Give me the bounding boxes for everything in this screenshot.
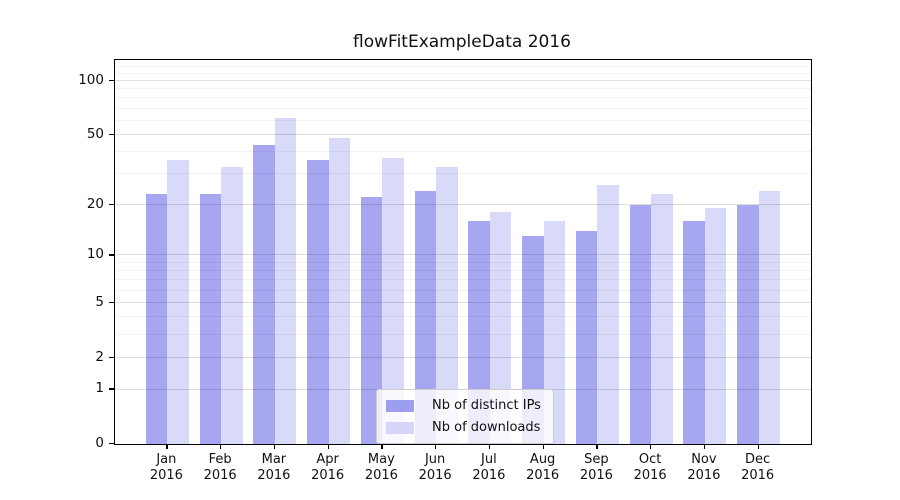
bars-layer [115, 60, 811, 444]
bar-nb-of-downloads-apr [328, 137, 351, 444]
x-tick-label-nov: Nov 2016 [687, 452, 721, 483]
x-tick-label-apr: Apr 2016 [311, 452, 345, 483]
legend-label-distinct-ips: Nb of distinct IPs [432, 398, 541, 413]
x-tick-label-dec: Dec 2016 [741, 452, 775, 483]
x-tick-label-feb: Feb 2016 [203, 452, 237, 483]
x-tick-label-jun: Jun 2016 [418, 452, 452, 483]
legend: Nb of distinct IPs Nb of downloads [376, 389, 554, 444]
bar-nb-of-downloads-feb [221, 166, 243, 444]
y-tick-label-50: 50 [86, 125, 104, 142]
x-tick-label-oct: Oct 2016 [633, 452, 667, 483]
x-tick-label-jan: Jan 2016 [149, 452, 183, 483]
y-tick-label-2: 2 [95, 348, 104, 365]
y-tick-label-1: 1 [95, 380, 104, 397]
bar-nb-of-distinct-ips-mar [253, 144, 275, 444]
chart-title: flowFitExampleData 2016 [353, 32, 571, 52]
y-tick-label-5: 5 [95, 294, 104, 311]
bar-nb-of-distinct-ips-feb [199, 194, 222, 444]
legend-item-distinct-ips: Nb of distinct IPs [386, 398, 541, 413]
bar-nb-of-distinct-ips-jun [414, 190, 437, 444]
bar-nb-of-downloads-aug [543, 221, 566, 444]
bar-nb-of-downloads-dec [758, 190, 781, 444]
y-tick-label-10: 10 [86, 246, 104, 263]
y-tick-label-20: 20 [86, 195, 104, 212]
legend-swatch-downloads [386, 421, 414, 434]
bar-nb-of-downloads-mar [274, 118, 297, 444]
bar-nb-of-distinct-ips-apr [307, 160, 329, 444]
x-tick-label-aug: Aug 2016 [526, 452, 560, 483]
bar-nb-of-downloads-oct [651, 194, 673, 444]
bar-nb-of-downloads-jun [436, 166, 458, 444]
bar-nb-of-distinct-ips-jan [145, 194, 168, 444]
bar-nb-of-distinct-ips-oct [629, 204, 652, 444]
x-tick-label-jul: Jul 2016 [472, 452, 506, 483]
x-tick-label-sep: Sep 2016 [579, 452, 613, 483]
x-tick-label-may: May 2016 [364, 452, 398, 483]
plot-area: Nb of distinct IPs Nb of downloads [114, 59, 812, 445]
legend-item-downloads: Nb of downloads [386, 420, 541, 435]
y-tick-label-100: 100 [78, 72, 104, 89]
bar-nb-of-downloads-jan [167, 160, 189, 444]
bar-nb-of-distinct-ips-sep [575, 231, 598, 444]
bar-nb-of-downloads-may [382, 157, 404, 444]
bar-nb-of-distinct-ips-dec [737, 204, 759, 444]
bar-nb-of-downloads-sep [597, 184, 619, 444]
legend-label-downloads: Nb of downloads [432, 420, 541, 435]
y-tick-label-0: 0 [95, 435, 104, 451]
bar-nb-of-downloads-nov [704, 208, 727, 444]
x-tick-label-mar: Mar 2016 [257, 452, 291, 483]
bar-nb-of-distinct-ips-may [360, 197, 383, 444]
bar-nb-of-distinct-ips-nov [683, 221, 705, 444]
bar-nb-of-downloads-jul [489, 212, 512, 444]
bar-nb-of-distinct-ips-jul [468, 221, 490, 444]
legend-swatch-distinct-ips [386, 399, 414, 412]
